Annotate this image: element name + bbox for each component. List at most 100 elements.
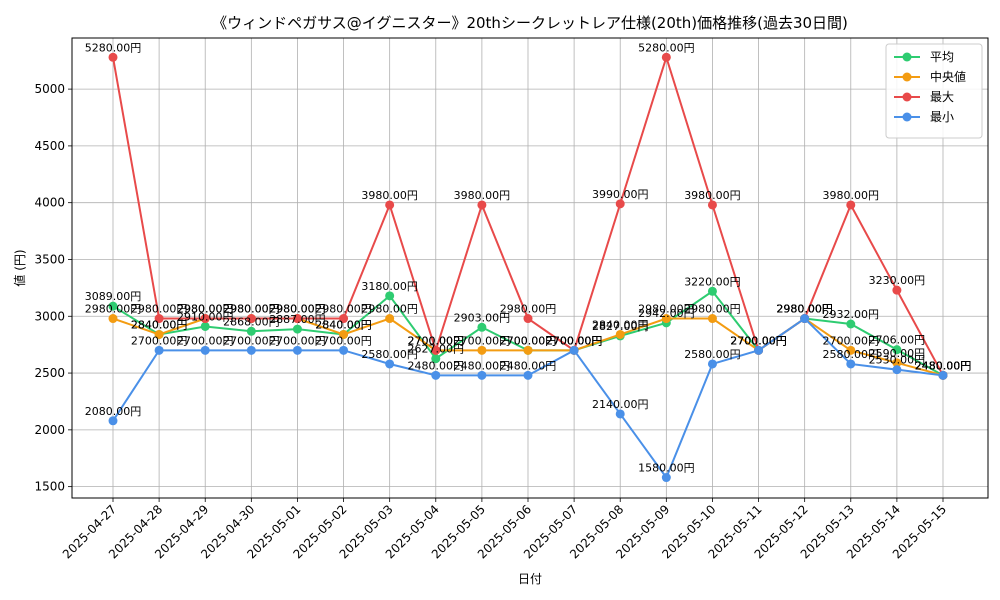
y-tick-label: 1500 [34, 480, 65, 494]
data-point [108, 416, 118, 426]
legend-item: 平均 [894, 50, 954, 64]
data-point [154, 345, 164, 355]
data-point [707, 314, 717, 324]
data-point [246, 326, 256, 336]
data-label: 2980.00円 [315, 303, 372, 316]
data-label: 2980.00円 [223, 303, 280, 316]
data-label: 1580.00円 [638, 462, 695, 475]
data-label: 2980.00円 [638, 303, 695, 316]
legend-swatch-marker [902, 72, 912, 82]
data-point [431, 345, 441, 355]
data-label: 2840.00円 [592, 318, 649, 331]
data-label: 2700.00円 [823, 334, 880, 347]
data-label: 2840.00円 [315, 318, 372, 331]
data-label: 2980.00円 [776, 303, 833, 316]
data-point [108, 52, 118, 62]
legend-item: 最大 [894, 90, 954, 104]
data-label: 2700.00円 [223, 334, 280, 347]
y-tick-label: 4500 [34, 139, 65, 153]
data-label: 2700.00円 [546, 334, 603, 347]
data-label: 2530.00円 [869, 354, 926, 367]
data-point [154, 329, 164, 339]
data-label: 2480.00円 [915, 359, 972, 372]
data-label: 3980.00円 [454, 189, 511, 202]
data-point [615, 199, 625, 209]
data-point [246, 345, 256, 355]
data-label: 2980.00円 [85, 303, 142, 316]
data-label: 2480.00円 [915, 359, 972, 372]
data-label: 2827.00円 [592, 320, 649, 333]
data-label: 2980.00円 [776, 303, 833, 316]
y-tick-label: 4000 [34, 196, 65, 210]
data-label: 2700.00円 [730, 334, 787, 347]
data-point [707, 200, 717, 210]
data-label: 3980.00円 [823, 189, 880, 202]
y-tick-label: 2500 [34, 366, 65, 380]
data-point [154, 314, 164, 324]
data-label: 2700.00円 [500, 334, 557, 347]
data-point [108, 301, 118, 311]
data-point [892, 285, 902, 295]
data-point [661, 314, 671, 324]
data-label: 2700.00円 [408, 334, 465, 347]
data-label: 2903.00円 [454, 311, 511, 324]
data-label: 2942.00円 [638, 307, 695, 320]
data-point [523, 314, 533, 324]
data-point [938, 370, 948, 380]
data-point [292, 345, 302, 355]
data-label: 2700.00円 [500, 334, 557, 347]
data-label: 2480.00円 [915, 359, 972, 372]
data-label: 3990.00円 [592, 188, 649, 201]
series-layer [108, 52, 948, 483]
data-point [615, 329, 625, 339]
data-label: 2980.00円 [131, 303, 188, 316]
legend-item: 中央値 [894, 69, 966, 84]
data-point [292, 324, 302, 334]
data-label: 2868.00円 [223, 315, 280, 328]
data-point [477, 345, 487, 355]
data-point [385, 200, 395, 210]
data-label: 2590.00円 [869, 347, 926, 360]
data-label: 2980.00円 [177, 303, 234, 316]
data-label: 5280.00円 [85, 41, 142, 54]
data-point [292, 314, 302, 324]
data-label: 2700.00円 [730, 334, 787, 347]
data-point [200, 345, 210, 355]
data-label: 3220.00円 [684, 275, 741, 288]
data-point [800, 314, 810, 324]
data-label: 2700.00円 [454, 334, 511, 347]
x-axis-label: 日付 [518, 572, 542, 586]
plot-area [71, 37, 989, 499]
data-label: 2700.00円 [546, 334, 603, 347]
data-label: 2140.00円 [592, 398, 649, 411]
data-label: 2700.00円 [546, 334, 603, 347]
grid [72, 38, 988, 498]
data-label: 3980.00円 [684, 189, 741, 202]
data-label: 2932.00円 [823, 308, 880, 321]
data-label: 2706.00円 [869, 334, 926, 347]
data-point [477, 322, 487, 332]
legend-swatch-marker [902, 92, 912, 102]
data-point [707, 359, 717, 369]
data-point [661, 473, 671, 483]
y-tick-label: 3500 [34, 252, 65, 266]
data-label: 2980.00円 [684, 303, 741, 316]
data-point [846, 345, 856, 355]
data-label: 2700.00円 [131, 334, 188, 347]
data-label: 2840.00円 [131, 318, 188, 331]
data-point [892, 345, 902, 355]
data-point [892, 365, 902, 375]
data-label: 2980.00円 [776, 303, 833, 316]
data-point [892, 358, 902, 368]
data-point [200, 321, 210, 331]
data-label: 2700.00円 [269, 334, 326, 347]
data-label: 2700.00円 [177, 334, 234, 347]
data-point [108, 314, 118, 324]
data-label: 3089.00円 [85, 290, 142, 303]
data-label: 2480.00円 [915, 359, 972, 372]
data-label: 2980.00円 [223, 303, 280, 316]
legend-swatch-marker [902, 112, 912, 122]
data-label: 2840.00円 [131, 318, 188, 331]
